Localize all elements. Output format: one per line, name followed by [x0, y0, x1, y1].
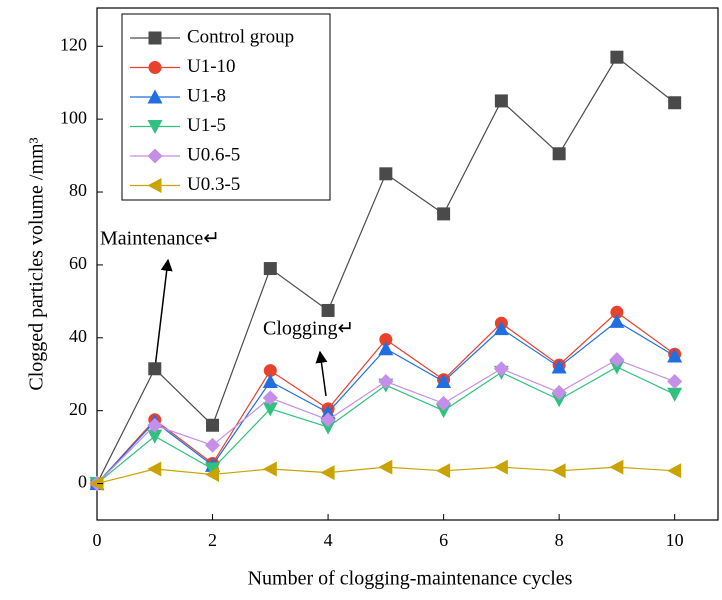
legend-label: U1-10	[187, 56, 236, 77]
plot-frame	[96, 7, 719, 521]
marker	[262, 461, 277, 477]
x-tick-label: 4	[324, 530, 333, 550]
marker	[379, 333, 393, 347]
x-tick-label: 0	[93, 530, 102, 550]
legend-marker	[148, 61, 162, 74]
marker	[667, 463, 682, 479]
legend-marker	[147, 178, 162, 193]
y-axis-label: Clogged particles volume /mm³	[26, 137, 48, 390]
marker	[262, 402, 278, 417]
x-tick-label: 10	[666, 530, 684, 550]
y-tick-label: 100	[60, 107, 87, 127]
marker	[668, 96, 682, 110]
y-tick-label: 40	[69, 326, 87, 346]
marker	[667, 348, 683, 363]
marker	[320, 412, 336, 428]
marker	[147, 429, 163, 444]
marker	[493, 459, 508, 475]
annotation-arrow	[315, 350, 328, 397]
marker	[263, 262, 277, 276]
marker	[321, 303, 335, 317]
y-tick-label: 120	[60, 34, 87, 54]
marker	[436, 374, 452, 389]
marker	[89, 476, 104, 492]
marker	[493, 321, 509, 336]
marker	[667, 374, 683, 390]
marker	[551, 463, 566, 479]
y-tick-label: 0	[78, 472, 87, 492]
marker	[494, 94, 508, 108]
marker	[609, 360, 625, 375]
legend-marker	[147, 148, 163, 164]
marker	[551, 384, 567, 400]
legend-label: U1-5	[187, 115, 226, 136]
marker	[378, 341, 394, 356]
x-tick-label: 2	[208, 530, 217, 550]
marker	[667, 387, 683, 402]
marker	[320, 465, 335, 481]
marker	[609, 352, 625, 368]
marker	[320, 404, 336, 419]
marker	[552, 147, 566, 161]
marker	[205, 437, 221, 453]
marker	[436, 404, 452, 419]
marker	[378, 374, 394, 390]
marker	[437, 207, 451, 221]
marker	[147, 417, 163, 433]
legend-label: Control group	[187, 26, 294, 47]
marker	[610, 305, 624, 319]
legend-marker	[147, 89, 163, 104]
legend-marker	[147, 120, 163, 134]
annotation: Clogging↵	[263, 318, 354, 340]
marker	[379, 167, 393, 181]
y-tick-label: 20	[69, 399, 87, 419]
legend-label: U0.3-5	[187, 174, 240, 195]
x-tick-label: 6	[439, 530, 448, 550]
marker	[263, 364, 277, 378]
marker	[609, 459, 624, 475]
x-tick-label: 8	[555, 530, 564, 550]
legend-label: U0.6-5	[187, 144, 240, 165]
marker	[609, 313, 625, 328]
marker	[551, 393, 567, 408]
legend	[121, 13, 331, 201]
marker	[320, 420, 336, 435]
marker	[551, 359, 567, 374]
marker	[262, 390, 278, 406]
annotation-arrow	[154, 258, 173, 369]
legend-marker	[148, 31, 162, 45]
y-tick-label: 80	[69, 180, 87, 200]
x-axis-label: Number of clogging-maintenance cycles	[248, 568, 573, 590]
marker	[262, 374, 278, 389]
annotation: Maintenance↵	[100, 228, 220, 250]
y-tick-label: 60	[69, 253, 87, 273]
marker	[436, 463, 451, 479]
marker	[610, 50, 624, 64]
marker	[205, 466, 220, 482]
marker	[493, 361, 509, 377]
legend-label: U1-8	[187, 85, 226, 106]
marker	[436, 395, 452, 411]
marker	[148, 362, 162, 376]
marker	[378, 459, 393, 475]
marker	[206, 418, 220, 432]
marker	[147, 461, 162, 477]
marker	[205, 462, 221, 477]
